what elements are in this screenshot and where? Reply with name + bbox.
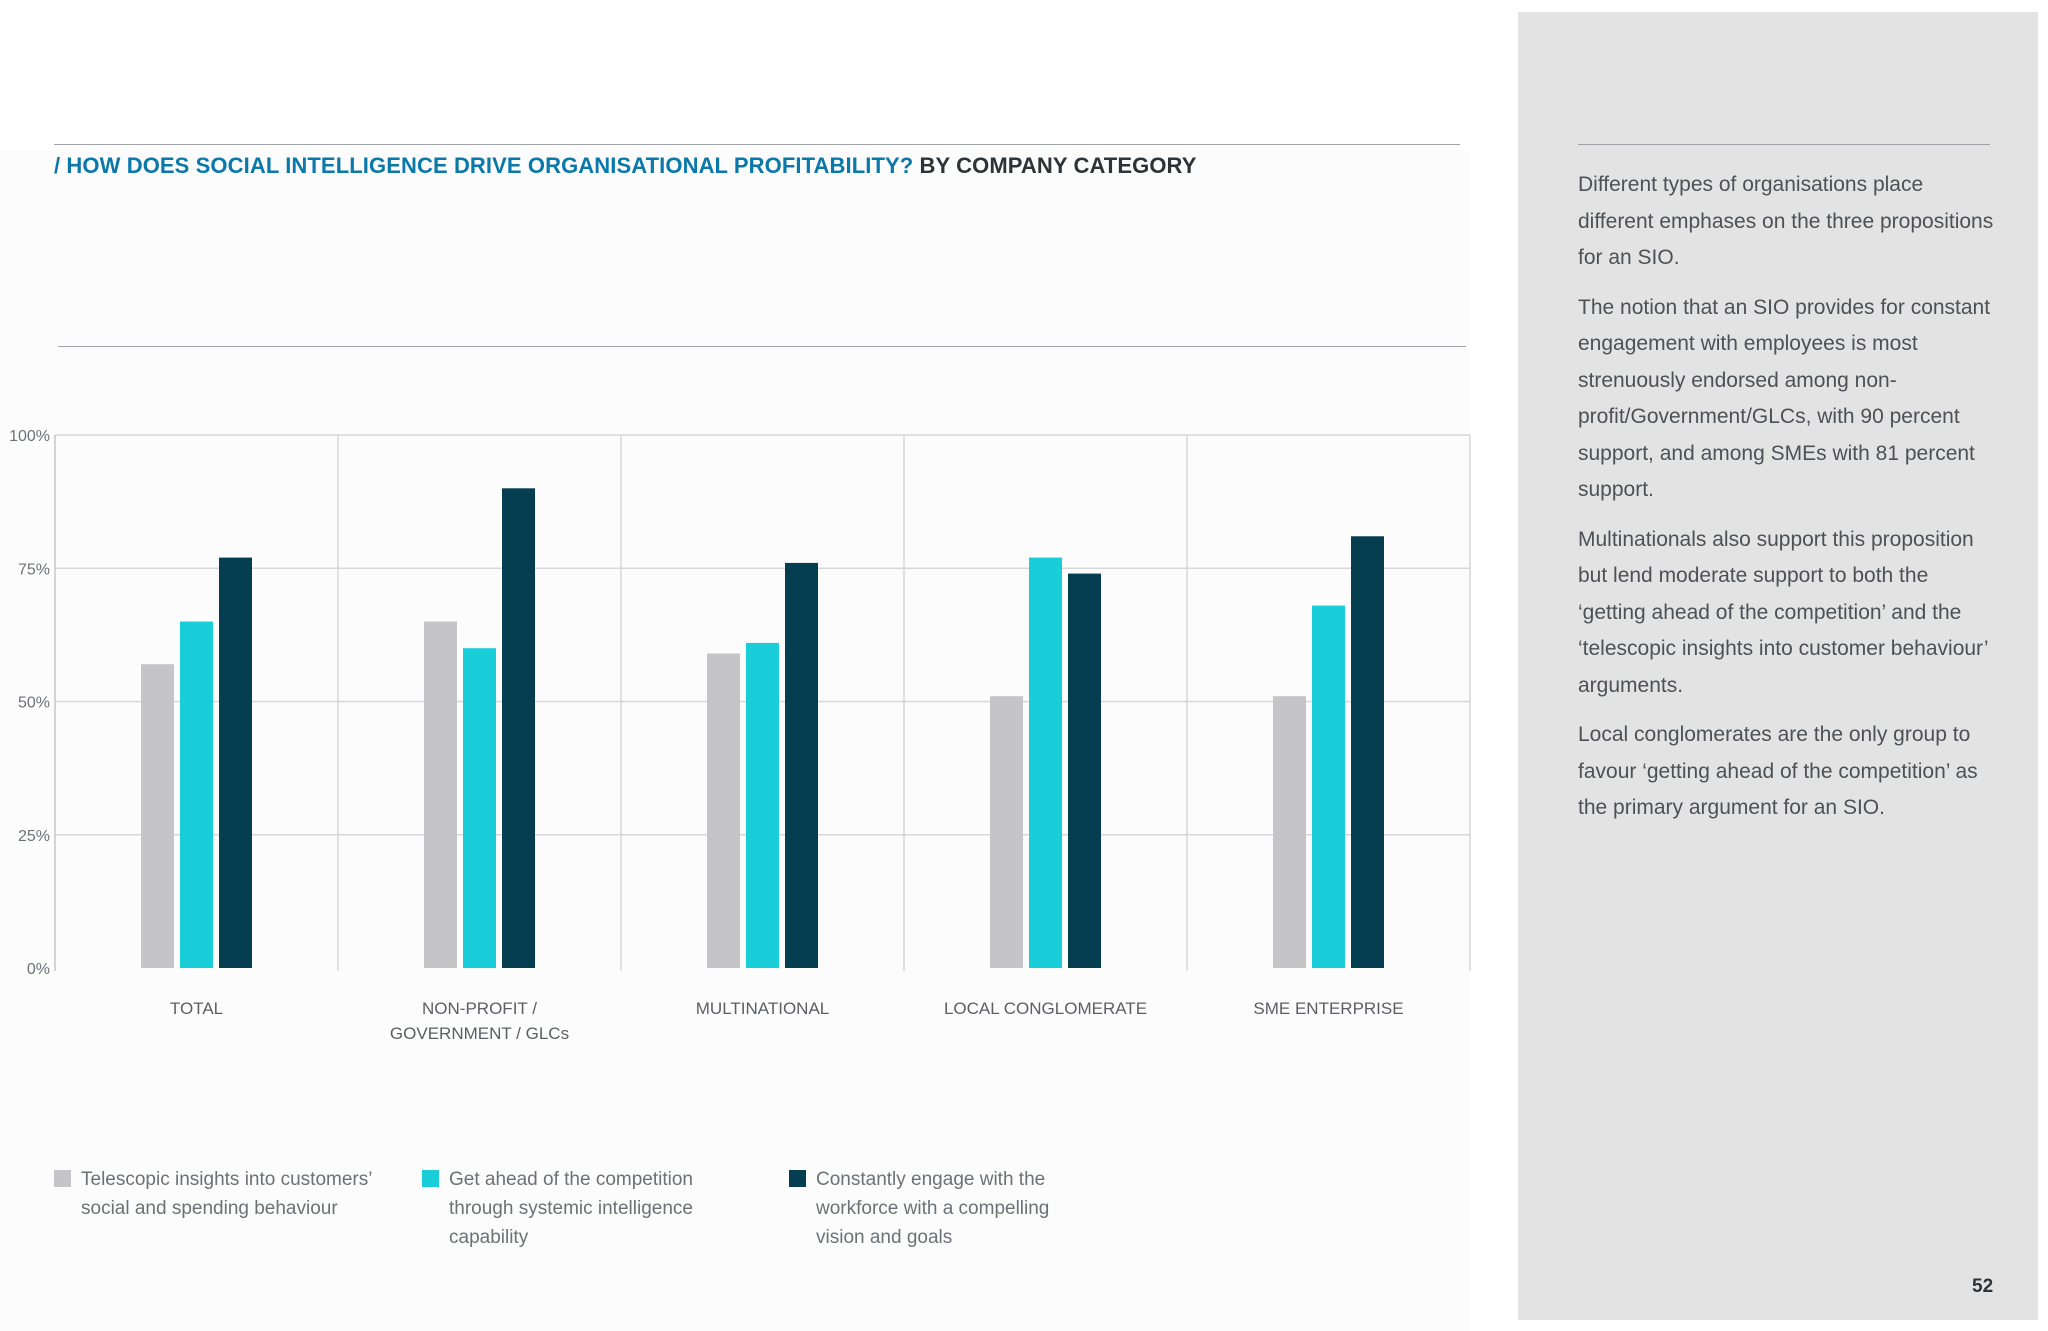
x-tick-label: MULTINATIONAL <box>696 999 830 1018</box>
legend-item-telescopic: Telescopic insights into customers’ soci… <box>54 1165 372 1223</box>
bar <box>746 642 779 968</box>
chart-divider <box>58 346 1466 347</box>
legend-swatch-competition <box>422 1170 439 1187</box>
x-tick-label: LOCAL CONGLOMERATE <box>944 999 1147 1018</box>
page-number: 52 <box>1972 1276 1994 1297</box>
commentary-panel: Different types of organisations place d… <box>1518 12 2038 1320</box>
legend-label-competition: Get ahead of the competition through sys… <box>449 1169 693 1248</box>
legend-label-telescopic: Telescopic insights into customers’ soci… <box>81 1169 373 1219</box>
y-tick-label: 25% <box>18 828 50 845</box>
x-tick-label: TOTAL <box>170 999 223 1018</box>
bar <box>785 562 818 968</box>
legend-swatch-telescopic <box>54 1170 71 1187</box>
heading-category: BY COMPANY CATEGORY <box>919 153 1197 178</box>
bar <box>463 648 496 968</box>
bar <box>141 664 174 968</box>
x-tick-label: SME ENTERPRISE <box>1253 999 1403 1018</box>
commentary-paragraph-1: Different types of organisations place d… <box>1578 173 1994 269</box>
y-tick-label: 100% <box>9 428 50 445</box>
bar <box>707 653 740 968</box>
y-tick-label: 0% <box>27 961 50 978</box>
bar <box>502 488 535 968</box>
bar <box>424 621 457 968</box>
bar <box>1068 573 1101 968</box>
legend-label-engage: Constantly engage with the workforce wit… <box>816 1169 1050 1248</box>
commentary-text: Different types of organisations place d… <box>1578 167 1998 840</box>
heading-divider <box>54 144 1460 145</box>
y-tick-label: 75% <box>18 561 50 578</box>
bar-chart: 0% 25% 50% 75% 100% TOTAL NON-PROFIT / GOVERNME… <box>9 428 1471 1043</box>
legend-item-competition: Get ahead of the competition through sys… <box>422 1165 693 1252</box>
x-tick-label: NON-PROFIT / GOVERNMENT / GLCs <box>390 999 569 1043</box>
bar <box>219 557 252 968</box>
bar <box>1029 557 1062 968</box>
heading-question: / HOW DOES SOCIAL INTELLIGENCE DRIVE ORG… <box>54 153 914 178</box>
y-tick-label: 50% <box>18 695 50 712</box>
legend-swatch-engage <box>789 1170 806 1187</box>
main-content: / HOW DOES SOCIAL INTELLIGENCE DRIVE ORG… <box>9 144 1474 1252</box>
legend-item-engage: Constantly engage with the workforce wit… <box>789 1165 1049 1252</box>
bar <box>1273 696 1306 968</box>
bar <box>1351 536 1384 968</box>
commentary-divider <box>1578 144 1990 145</box>
chart-heading: / HOW DOES SOCIAL INTELLIGENCE DRIVE ORG… <box>54 153 1474 179</box>
commentary-paragraph-3: Multinationals also support this proposi… <box>1578 527 1988 697</box>
bar <box>990 696 1023 968</box>
commentary-paragraph-4: Local conglomerates are the only group t… <box>1578 723 1978 819</box>
bar <box>180 621 213 968</box>
commentary-paragraph-2: The notion that an SIO provides for cons… <box>1578 295 1991 502</box>
bar <box>1312 605 1345 968</box>
